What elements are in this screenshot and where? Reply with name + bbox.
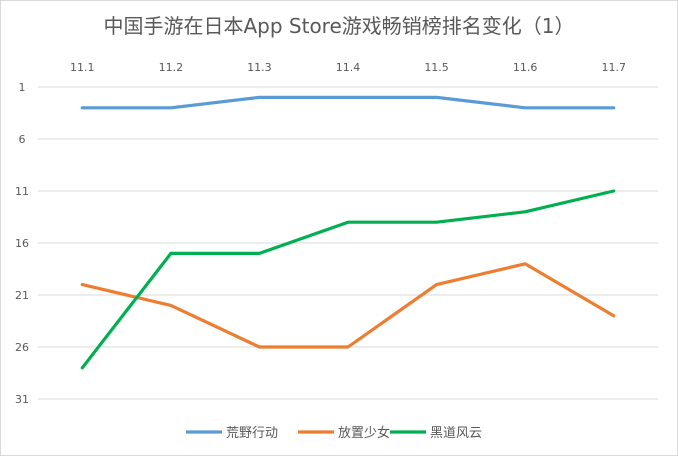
- legend-label: 黑道风云: [430, 426, 482, 441]
- legend-label: 放置少女: [338, 425, 390, 441]
- y-tick-label: 26: [15, 341, 29, 354]
- chart-title: 中国手游在日本App Store游戏畅销榜排名变化（1）: [103, 14, 575, 38]
- x-tick-label: 11.5: [424, 61, 449, 74]
- y-tick-label: 16: [15, 237, 29, 250]
- x-tick-label: 11.2: [159, 61, 184, 74]
- x-tick-label: 11.4: [336, 61, 361, 74]
- x-tick-label: 11.6: [513, 61, 538, 74]
- x-axis-tick-labels: 11.1 11.2 11.3 11.4 11.5 11.6 11.7: [70, 61, 626, 74]
- legend: 荒野行动 放置少女 黑道风云: [186, 425, 482, 441]
- x-tick-label: 11.3: [247, 61, 272, 74]
- x-tick-label: 11.1: [70, 61, 95, 74]
- y-tick-label: 1: [19, 81, 26, 94]
- gridlines: [38, 86, 658, 400]
- series-line-2: [80, 189, 616, 370]
- x-tick-label: 11.7: [601, 61, 626, 74]
- series-lines: [80, 95, 616, 370]
- y-tick-label: 21: [15, 289, 29, 302]
- y-tick-label: 31: [15, 393, 29, 406]
- y-tick-label: 6: [19, 133, 26, 146]
- series-line-1: [80, 262, 616, 349]
- legend-label: 荒野行动: [226, 426, 278, 441]
- series-line-0: [80, 95, 616, 110]
- y-tick-label: 11: [15, 185, 29, 198]
